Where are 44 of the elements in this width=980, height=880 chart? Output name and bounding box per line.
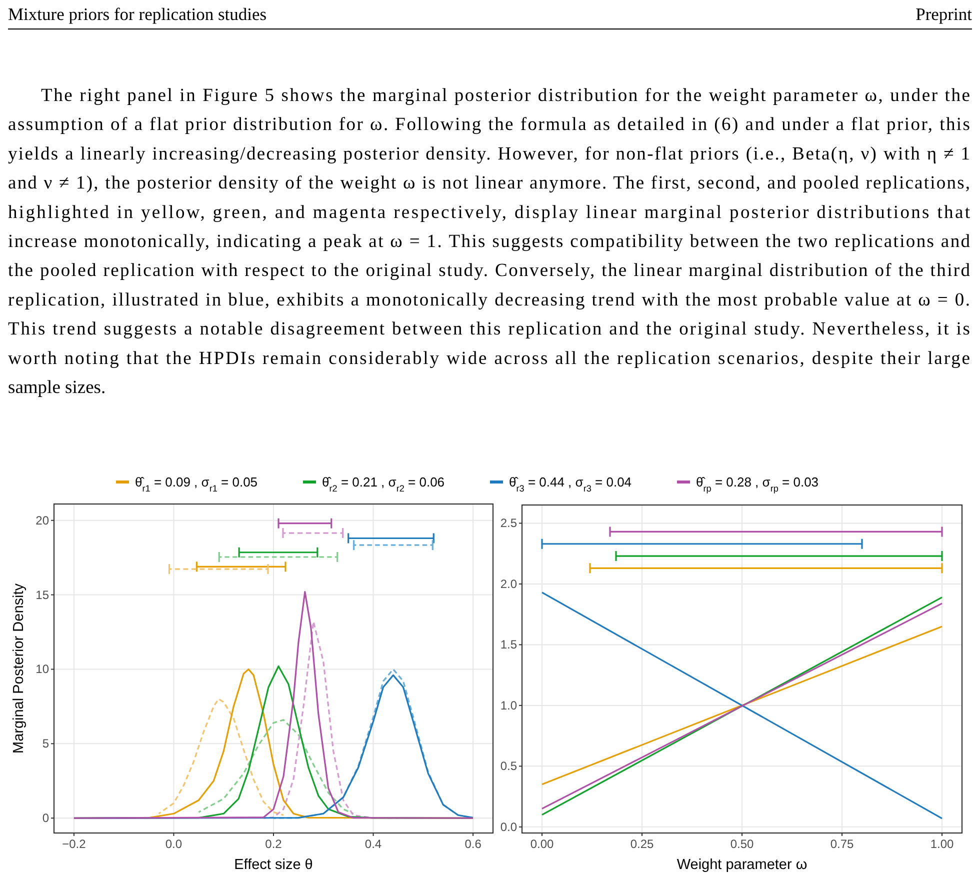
x-axis-title: Effect size θ <box>234 857 313 873</box>
y-tick-label: 1.0 <box>500 698 518 712</box>
x-tick-label: 0.4 <box>364 837 382 851</box>
text: yields a linearly increasing/decreasing posterior density. However, for non-flat priors (i.e., Beta(η, ν) with η ≠ 1 <box>8 144 970 164</box>
legend-label: θ̂$_{rp}$ = 0.28 , σ$_{rp}$ = 0.03 <box>696 474 819 494</box>
text: the pooled replication with respect to the original study. Conversely, the linear marginal distribution of the third <box>8 261 971 282</box>
text: Mixture priors for replication studies <box>8 4 267 24</box>
text: worth noting that the HPDIs remain considerably wide across all the replication scenarios, despite their large <box>8 348 970 369</box>
legend-label: θ̂$_{r2}$ = 0.21 , σ$_{r2}$ = 0.06 <box>322 474 445 494</box>
y-tick-label: 10 <box>36 662 50 676</box>
x-tick-label: −0.2 <box>62 837 86 851</box>
y-tick-label: 0.0 <box>500 820 518 834</box>
x-tick-label: 0.75 <box>830 837 854 851</box>
x-tick-label: 0.50 <box>730 837 754 851</box>
text: replication, illustrated in blue, exhibits a monotonically decreasing trend with the most probable value at ω = 0. <box>8 290 970 310</box>
y-tick-label: 0.5 <box>500 759 518 774</box>
y-tick-label: 2.0 <box>500 576 518 591</box>
legend-label: θ̂$_{r1}$ = 0.09 , σ$_{r1}$ = 0.05 <box>135 474 258 494</box>
y-tick-label: 2.5 <box>500 516 518 530</box>
line-series <box>158 698 284 816</box>
legend-label: θ̂$_{r3}$ = 0.44 , σ$_{r3}$ = 0.04 <box>509 474 632 494</box>
x-tick-label: 1.00 <box>930 837 954 851</box>
x-tick-label: 0.2 <box>265 837 282 851</box>
x-tick-label: 0.25 <box>630 837 654 851</box>
text: and ν ≠ 1), the posterior density of the weight ω is not linear anymore. The first, second, and pooled replications, <box>8 174 970 194</box>
text: highlighted in yellow, green, and magenta respectively, display linear marginal posterior distributions that <box>8 202 971 223</box>
y-tick-label: 0 <box>42 811 50 826</box>
y-tick-label: 1.5 <box>500 638 518 652</box>
x-tick-label: 0.00 <box>530 837 554 851</box>
x-tick-label: 0.0 <box>165 837 182 851</box>
text: This trend suggests a notable disagreement between this replication and the original study. Nevertheless, it is <box>8 320 970 340</box>
y-tick-label: 20 <box>36 513 50 528</box>
y-tick-label: 5 <box>42 736 50 751</box>
text: sample sizes. <box>8 378 106 398</box>
y-axis-title: Marginal Posterior Density <box>11 582 27 754</box>
text: increase monotonically, indicating a peak at ω = 1. This suggests compatibility between the two replications and <box>8 232 971 252</box>
text: Preprint <box>916 4 972 24</box>
x-axis-title: Weight parameter ω <box>676 857 808 873</box>
line-series <box>198 719 354 814</box>
x-tick-label: 0.6 <box>464 837 482 851</box>
y-tick-label: 15 <box>36 588 50 602</box>
text: The right panel in Figure 5 shows the marginal posterior distribution for the weight parameter ω, under the <box>41 86 970 106</box>
text: assumption of a flat prior distribution for ω. Following the formula as detailed in (6) and under a flat prior, this <box>8 115 970 136</box>
line-series <box>73 591 474 819</box>
